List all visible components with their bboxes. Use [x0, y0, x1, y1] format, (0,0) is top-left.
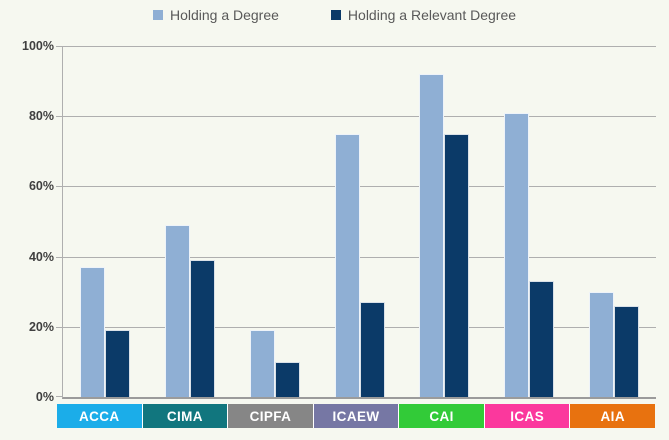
chart-legend: Holding a Degree Holding a Relevant Degr… — [0, 7, 669, 23]
bar-icaew-relevant-degree — [359, 302, 385, 397]
legend-item-holding-a-degree: Holding a Degree — [152, 7, 279, 23]
bar-cima-relevant-degree — [190, 260, 216, 397]
y-axis-label: 40% — [28, 249, 54, 264]
category-axis: ACCA CIMA CIPFA ICAEW CAI ICAS AIA — [57, 404, 656, 428]
gridline — [63, 46, 656, 47]
bar-icaew-degree — [334, 133, 360, 397]
y-axis-label: 60% — [28, 179, 54, 194]
axis-tick — [56, 116, 63, 118]
category-label-cipfa: CIPFA — [227, 404, 313, 428]
bar-aia-relevant-degree — [613, 305, 639, 397]
y-axis-label: 0% — [35, 390, 54, 404]
category-label-icas: ICAS — [483, 404, 570, 428]
category-label-acca: ACCA — [57, 404, 142, 428]
legend-label-holding-a-degree: Holding a Degree — [169, 7, 279, 23]
gridline — [63, 256, 656, 258]
bar-cai-relevant-degree — [444, 133, 470, 397]
y-axis-label: 100% — [22, 39, 54, 53]
axis-tick — [56, 186, 63, 188]
category-label-cai: CAI — [398, 404, 484, 428]
category-label-icaew: ICAEW — [312, 404, 399, 428]
bar-icas-relevant-degree — [528, 281, 554, 397]
legend-swatch-holding-a-degree — [152, 10, 163, 20]
y-axis-label: 80% — [28, 109, 54, 124]
bar-icas-degree — [503, 112, 529, 397]
bar-acca-degree — [80, 267, 106, 397]
category-label-aia: AIA — [569, 404, 656, 428]
legend-label-holding-a-relevant-degree: Holding a Relevant Degree — [347, 7, 517, 23]
category-label-cima: CIMA — [141, 404, 228, 428]
bar-aia-degree — [588, 291, 614, 397]
axis-tick — [56, 326, 63, 328]
bar-cipfa-relevant-degree — [274, 361, 300, 397]
gridline — [63, 186, 656, 188]
gridline — [63, 116, 656, 118]
legend-item-holding-a-relevant-degree: Holding a Relevant Degree — [330, 7, 517, 23]
legend-swatch-holding-a-relevant-degree — [330, 10, 341, 20]
bar-cipfa-degree — [249, 330, 275, 397]
bar-acca-relevant-degree — [105, 330, 131, 397]
axis-tick — [56, 46, 63, 47]
plot-area — [56, 46, 656, 399]
axis-tick — [56, 256, 63, 258]
y-axis-label: 20% — [28, 319, 54, 334]
axis-tick — [56, 396, 63, 397]
bar-cima-degree — [165, 225, 191, 397]
bar-cai-degree — [419, 74, 445, 397]
